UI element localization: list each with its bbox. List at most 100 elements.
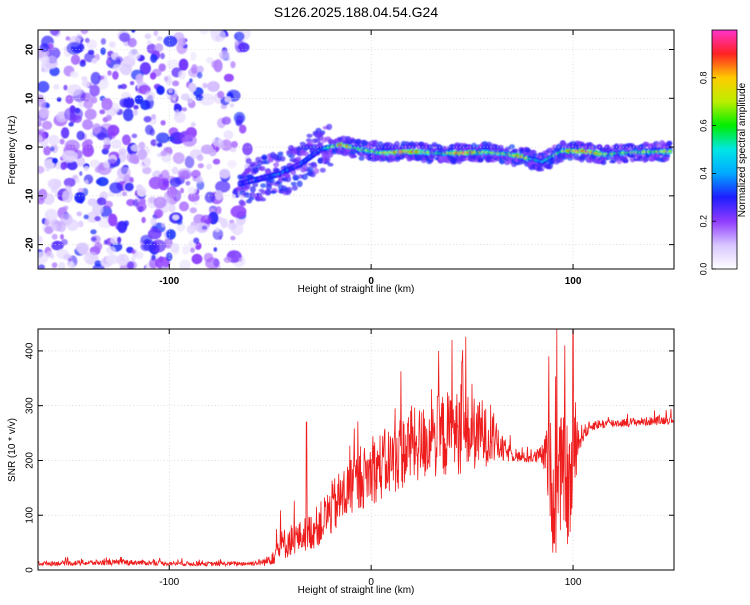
spectrogram-cells <box>38 30 673 269</box>
spectrogram-cell <box>103 160 110 169</box>
spectrogram-cell <box>154 43 164 53</box>
spectrogram-cell <box>156 85 165 95</box>
spectrogram-cell <box>79 60 86 67</box>
spectrogram-cell <box>103 239 108 245</box>
spectrogram-cell <box>295 156 302 161</box>
spectrogram-cell <box>182 245 190 255</box>
spectrogram-cell <box>49 30 60 36</box>
spectrogram-cell <box>76 211 82 217</box>
spectrogram-cell <box>38 134 43 144</box>
spectrogram-cell <box>206 163 212 170</box>
spectrogram-cell <box>249 186 256 193</box>
spectrogram-cell <box>63 177 76 188</box>
spectrogram-cell <box>156 142 163 148</box>
spectrogram-cell <box>318 131 325 136</box>
spectrogram-cell <box>182 134 197 147</box>
spectrogram-cell <box>50 146 55 152</box>
spectrogram-cell <box>169 203 176 213</box>
spectrogram-cell <box>260 197 267 202</box>
spectrogram-cell <box>238 257 243 262</box>
spectrogram-cell <box>509 144 515 149</box>
spectrogram-cell <box>230 205 247 218</box>
spectrogram-cell <box>235 119 243 127</box>
spectrogram-cell <box>123 220 129 227</box>
spectrogram-cell <box>116 253 130 266</box>
spectrogram-cell <box>139 160 150 169</box>
spectrogram-cell <box>107 70 112 76</box>
spectrogram-cell <box>41 120 53 130</box>
spectrogram-cell <box>164 76 169 82</box>
spectrogram-cell <box>94 260 102 267</box>
spectrogram-cell <box>235 40 239 46</box>
spectrogram-cell <box>191 253 203 265</box>
spectrogram-cell <box>193 237 200 244</box>
spectrogram-cell <box>205 57 214 64</box>
spectrogram-cell <box>165 252 173 262</box>
snr-y-label: SNR (10 * v/v) <box>7 418 18 482</box>
spectrogram-cell <box>56 221 66 233</box>
spectrogram-grid <box>38 30 674 269</box>
spectrogram-cell <box>92 159 99 168</box>
spectrogram-cell <box>92 123 102 134</box>
spectrogram-cell <box>136 186 147 197</box>
spectrogram-cell <box>148 176 163 190</box>
spectrogram-cell <box>144 33 152 40</box>
spectrogram-cell <box>209 30 222 36</box>
snr-y-tick-label: 0 <box>25 567 36 573</box>
spectrogram-cell <box>103 137 111 145</box>
spectrogram-cell <box>212 158 221 165</box>
spectrogram-cell <box>153 208 164 219</box>
spectrogram-cell <box>307 141 313 146</box>
spectrogram-cell <box>340 135 347 140</box>
colorbar-tick-label: 0.0 <box>698 263 708 276</box>
spectrogram-cell <box>160 120 166 126</box>
spectrogram-cell <box>160 169 170 181</box>
spectrogram-cell <box>187 186 197 195</box>
spectrogram-cell <box>218 141 225 149</box>
spectrogram-cell <box>105 253 118 265</box>
spectrogram-cell <box>84 139 93 147</box>
spectrogram-cell <box>66 219 79 231</box>
spectrogram-cell <box>666 140 673 146</box>
spectrogram-cell <box>56 97 62 102</box>
spectrogram-cell <box>463 157 470 161</box>
snr-y-tick-label: 400 <box>25 342 36 359</box>
snr-series-line <box>38 329 674 568</box>
spectrogram-cell <box>171 166 179 175</box>
spectrogram-cell <box>324 157 331 162</box>
spectrogram-cell <box>223 256 232 263</box>
spectrogram-cell <box>63 84 68 91</box>
spectrogram-cell <box>60 234 64 240</box>
spectrogram-cell <box>240 201 247 207</box>
spectrogram-cell <box>134 251 144 260</box>
spectrogram-cell <box>44 226 54 234</box>
spectrogram-cell <box>94 166 101 173</box>
spectrogram-cell <box>72 115 82 123</box>
spectrogram-cell <box>129 81 135 86</box>
spectrogram-cell <box>196 154 204 162</box>
colorbar-tick-label: 0.4 <box>698 167 708 180</box>
spectrogram-cell <box>284 173 291 178</box>
spectrogram-y-tick-label: 10 <box>25 92 36 104</box>
snr-y-tick-label: 300 <box>25 397 36 414</box>
spectrogram-cell <box>193 201 199 206</box>
spectrogram-cell <box>76 130 85 141</box>
spectrogram-cell <box>178 37 187 47</box>
colorbar-label: Normalized spectral amplitude <box>737 82 748 217</box>
spectrogram-cell <box>132 199 139 207</box>
spectrogram-cell <box>112 64 121 72</box>
spectrogram-cell <box>106 58 111 65</box>
spectrogram-cell <box>82 119 94 130</box>
spectrogram-cell <box>67 84 82 96</box>
spectrogram-cell <box>153 196 167 209</box>
spectrogram-cell <box>219 168 231 179</box>
spectrogram-cell <box>90 96 98 104</box>
spectrogram-cell <box>109 41 116 48</box>
spectrogram-cell <box>194 242 202 250</box>
spectrogram-cell <box>622 159 629 164</box>
spectrogram-cell <box>230 61 236 69</box>
spectrogram-cell <box>317 158 324 164</box>
spectrogram-cell <box>156 36 163 41</box>
